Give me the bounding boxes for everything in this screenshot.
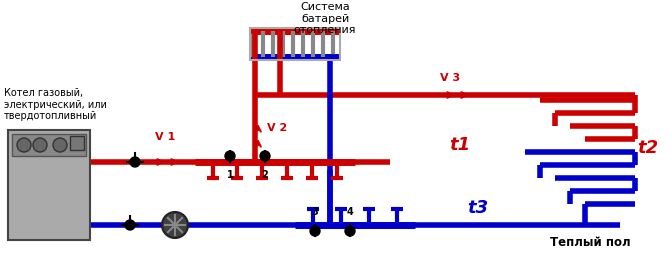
Bar — [12, 134, 86, 156]
Text: Теплый пол: Теплый пол — [550, 235, 630, 249]
Text: t2: t2 — [637, 139, 658, 157]
Circle shape — [345, 226, 355, 236]
Text: 1: 1 — [227, 170, 234, 180]
Text: t3: t3 — [468, 199, 488, 217]
Text: V 3: V 3 — [440, 73, 460, 83]
Circle shape — [125, 220, 135, 230]
Circle shape — [130, 157, 140, 167]
Text: Система
батарей
отопления: Система батарей отопления — [294, 2, 356, 35]
Circle shape — [53, 138, 67, 152]
Circle shape — [260, 151, 270, 161]
Circle shape — [162, 212, 188, 238]
Text: V 2: V 2 — [267, 123, 287, 133]
Circle shape — [225, 151, 235, 161]
Text: 3: 3 — [311, 207, 318, 217]
Text: 4: 4 — [347, 207, 354, 217]
Bar — [8, 130, 90, 240]
Text: V 1: V 1 — [155, 132, 175, 142]
Circle shape — [310, 226, 320, 236]
Text: t1: t1 — [450, 136, 470, 154]
Bar — [70, 136, 84, 150]
Text: 2: 2 — [262, 170, 268, 180]
Text: Котел газовый,
электрический, или
твердотопливный: Котел газовый, электрический, или твердо… — [4, 88, 107, 121]
Circle shape — [33, 138, 47, 152]
Bar — [250, 28, 340, 60]
Circle shape — [17, 138, 31, 152]
